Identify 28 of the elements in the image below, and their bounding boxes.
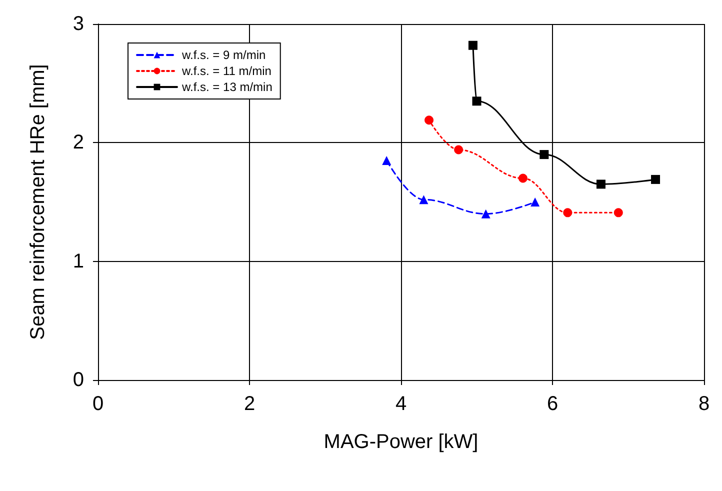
y-axis-title: Seam reinforcement HRe [mm] xyxy=(27,64,49,340)
y-tick-label: 2 xyxy=(72,132,84,154)
point xyxy=(518,174,528,183)
legend-label: w.f.s. = 9 m/min xyxy=(181,48,266,62)
point xyxy=(468,40,478,50)
point xyxy=(382,156,392,165)
x-tick-label: 6 xyxy=(546,393,558,415)
point xyxy=(540,150,549,160)
legend-label: w.f.s. = 13 m/min xyxy=(181,80,272,94)
point xyxy=(472,96,482,106)
point xyxy=(454,145,464,154)
x-tick-label: 0 xyxy=(92,393,104,415)
x-axis-title: MAG-Power [kW] xyxy=(324,431,478,453)
x-tick-label: 2 xyxy=(244,393,256,415)
y-tick-label: 1 xyxy=(72,250,84,272)
point xyxy=(419,195,428,204)
point xyxy=(614,208,623,218)
legend-label: w.f.s. = 11 m/min xyxy=(181,64,272,78)
point xyxy=(651,174,660,184)
point xyxy=(563,208,572,218)
point xyxy=(596,180,606,189)
point xyxy=(424,116,434,125)
x-tick-label: 8 xyxy=(698,393,710,415)
y-tick-label: 3 xyxy=(72,13,84,35)
point xyxy=(481,209,490,218)
point xyxy=(530,198,540,206)
x-tick-label: 4 xyxy=(395,393,407,415)
y-tick-label: 0 xyxy=(72,369,84,391)
